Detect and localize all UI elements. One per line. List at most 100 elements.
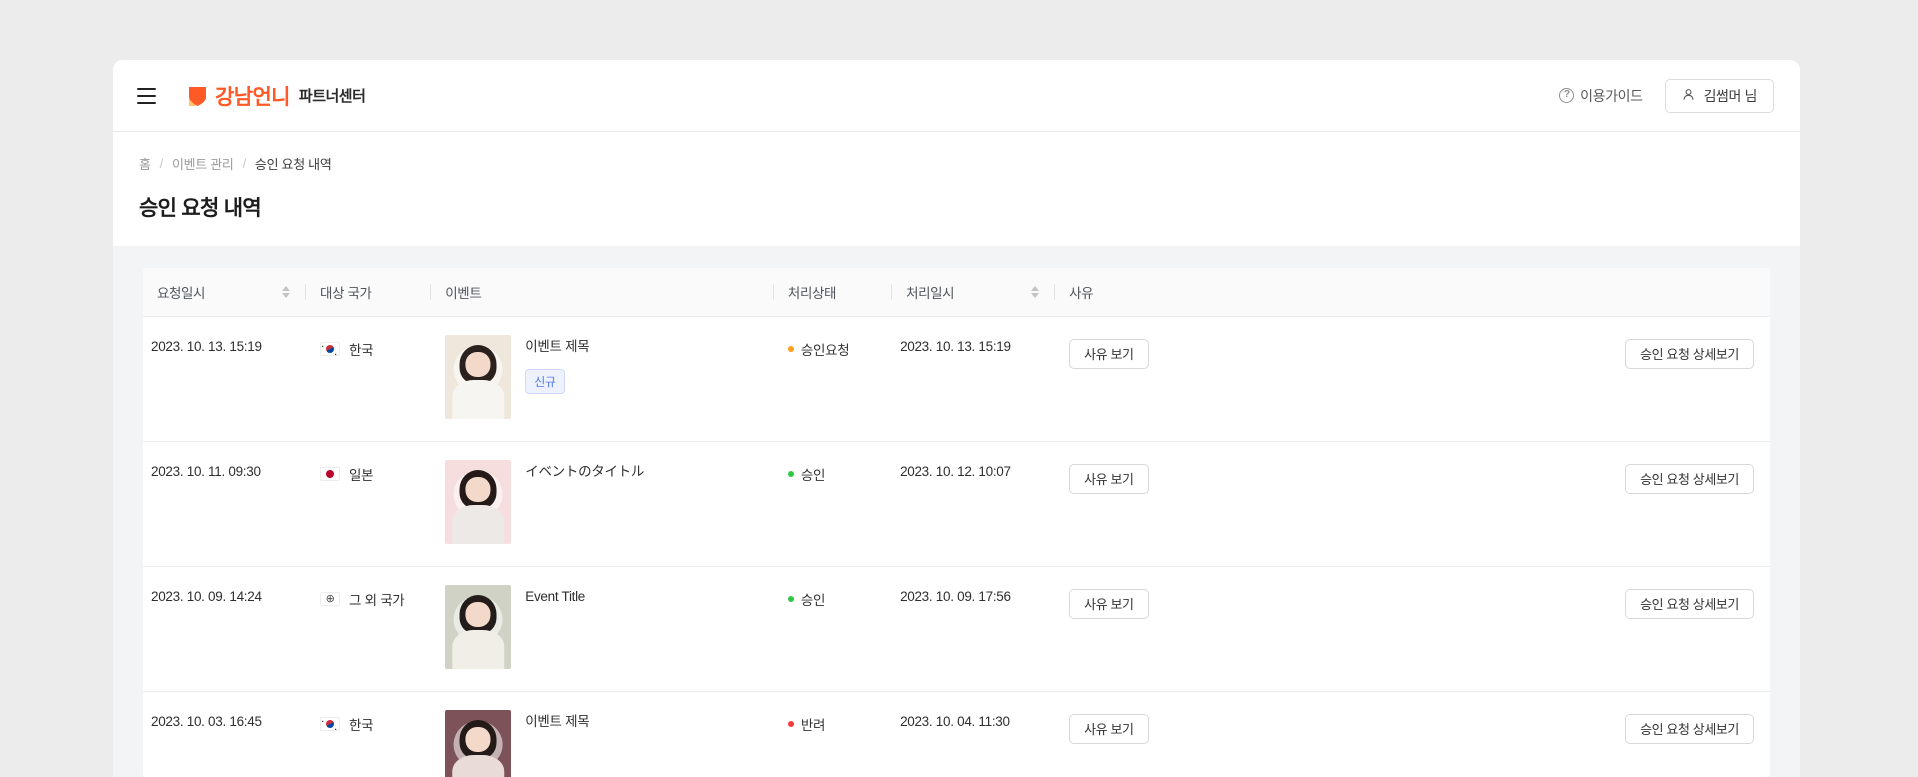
cell-status: 승인 <box>773 441 893 567</box>
top-navigation-bar: 강남언니 파트너센터 ? 이용가이드 김썸머 님 <box>113 60 1800 132</box>
sort-processed-at-icon[interactable] <box>1031 285 1040 298</box>
table-body: 2023. 10. 13. 15:19 한국 이벤트 제목 신규 승인요청 2023. 1… <box>143 316 1770 777</box>
event-title: イベントのタイトル <box>525 463 645 479</box>
view-approval-detail-button[interactable]: 승인 요청 상세보기 <box>1625 463 1754 494</box>
column-label: 이벤트 <box>445 285 482 301</box>
column-header-requested-at: 요청일시 <box>143 268 307 317</box>
gangnamunni-logo-icon <box>187 85 208 107</box>
cell-status: 승인 <box>773 566 893 692</box>
user-account-button[interactable]: 김썸머 님 <box>1664 78 1774 113</box>
country-label: 그 외 국가 <box>349 592 405 608</box>
event-thumbnail[interactable] <box>445 709 512 777</box>
cell-requested-at: 2023. 10. 13. 15:19 <box>143 316 307 442</box>
column-header-processed-at: 처리일시 <box>892 268 1056 317</box>
hamburger-menu-icon[interactable] <box>127 77 165 115</box>
table-row: 2023. 10. 03. 16:45 한국 이벤트 제목 반려 2023. 10. 0… <box>143 691 1770 777</box>
column-label: 요청일시 <box>157 285 206 301</box>
column-header-status: 처리상태 <box>773 268 893 317</box>
cell-actions: 승인 요청 상세보기 <box>1563 566 1770 692</box>
event-thumbnail[interactable] <box>445 334 512 419</box>
approval-requests-table: 요청일시 대상 국가 이벤트 <box>143 268 1770 777</box>
column-header-reason: 사유 <box>1055 268 1564 317</box>
view-reason-button[interactable]: 사유 보기 <box>1069 713 1149 744</box>
table-header: 요청일시 대상 국가 이벤트 <box>143 268 1770 317</box>
page-title: 승인 요청 내역 <box>139 197 262 220</box>
table-row: 2023. 10. 11. 09:30 일본 イベントのタイトル 승인 2023. 10… <box>143 441 1770 567</box>
person-icon <box>1682 88 1695 104</box>
column-divider <box>1054 284 1056 300</box>
user-name-label: 김썸머 님 <box>1703 87 1758 104</box>
event-thumbnail[interactable] <box>445 584 512 669</box>
event-title: Event Title <box>525 588 586 604</box>
cell-processed-at: 2023. 10. 04. 11:30 <box>892 691 1056 777</box>
cell-requested-at: 2023. 10. 03. 16:45 <box>143 691 307 777</box>
column-divider <box>772 284 774 300</box>
event-title: 이벤트 제목 <box>525 713 590 729</box>
event-title: 이벤트 제목 <box>525 338 590 354</box>
content-area: 요청일시 대상 국가 이벤트 <box>113 246 1800 777</box>
table-row: 2023. 10. 09. 14:24 ⊕ 그 외 국가 Event Title 승인 2… <box>143 566 1770 692</box>
status-label: 승인 <box>800 592 826 608</box>
column-header-actions <box>1563 268 1770 317</box>
cell-reason: 사유 보기 <box>1055 691 1564 777</box>
page-header: 홈 / 이벤트 관리 / 승인 요청 내역 승인 요청 내역 <box>113 132 1800 246</box>
cell-country: ⊕ 그 외 국가 <box>306 566 432 692</box>
sort-requested-at-icon[interactable] <box>282 285 291 298</box>
breadcrumb-item-event-management[interactable]: 이벤트 관리 <box>171 157 234 172</box>
event-thumbnail[interactable] <box>445 459 512 544</box>
cell-reason: 사유 보기 <box>1055 316 1564 442</box>
flag-jp-icon <box>320 466 341 481</box>
status-dot-icon <box>787 345 794 352</box>
view-reason-button[interactable]: 사유 보기 <box>1069 338 1149 369</box>
view-approval-detail-button[interactable]: 승인 요청 상세보기 <box>1625 588 1754 619</box>
cell-actions: 승인 요청 상세보기 <box>1563 441 1770 567</box>
column-header-country: 대상 국가 <box>306 268 432 317</box>
brand-subtitle: 파트너센터 <box>298 88 366 105</box>
cell-country: 일본 <box>306 441 432 567</box>
usage-guide-label: 이용가이드 <box>1580 87 1643 104</box>
view-approval-detail-button[interactable]: 승인 요청 상세보기 <box>1625 338 1754 369</box>
country-label: 일본 <box>349 467 374 483</box>
cell-requested-at: 2023. 10. 09. 14:24 <box>143 566 307 692</box>
column-label: 처리일시 <box>906 285 955 301</box>
column-label: 대상 국가 <box>320 285 372 301</box>
view-reason-button[interactable]: 사유 보기 <box>1069 463 1149 494</box>
status-dot-icon <box>787 595 794 602</box>
breadcrumb-item-current: 승인 요청 내역 <box>254 157 332 172</box>
status-label: 승인 <box>800 467 826 483</box>
globe-icon: ⊕ <box>320 591 341 606</box>
cell-processed-at: 2023. 10. 13. 15:19 <box>892 316 1056 442</box>
cell-status: 승인요청 <box>773 316 893 442</box>
topbar-actions: ? 이용가이드 김썸머 님 <box>1559 78 1774 113</box>
view-reason-button[interactable]: 사유 보기 <box>1069 588 1149 619</box>
breadcrumb-item-home[interactable]: 홈 <box>139 157 151 172</box>
cell-actions: 승인 요청 상세보기 <box>1563 316 1770 442</box>
breadcrumb-separator: / <box>242 156 247 171</box>
cell-status: 반려 <box>773 691 893 777</box>
column-divider <box>891 284 893 300</box>
column-label: 사유 <box>1069 285 1094 301</box>
status-label: 승인요청 <box>800 342 850 358</box>
cell-processed-at: 2023. 10. 09. 17:56 <box>892 566 1056 692</box>
column-label: 처리상태 <box>787 285 837 301</box>
cell-reason: 사유 보기 <box>1055 441 1564 567</box>
column-header-event: 이벤트 <box>431 268 774 317</box>
new-badge: 신규 <box>525 368 565 394</box>
question-circle-icon: ? <box>1559 88 1575 103</box>
status-dot-icon <box>787 470 794 477</box>
approval-requests-table-card: 요청일시 대상 국가 이벤트 <box>143 268 1770 777</box>
cell-country: 한국 <box>306 316 432 442</box>
flag-kr-icon <box>320 716 341 731</box>
column-divider <box>430 284 432 300</box>
cell-reason: 사유 보기 <box>1055 566 1564 692</box>
view-approval-detail-button[interactable]: 승인 요청 상세보기 <box>1625 713 1754 744</box>
cell-processed-at: 2023. 10. 12. 10:07 <box>892 441 1056 567</box>
cell-requested-at: 2023. 10. 11. 09:30 <box>143 441 307 567</box>
cell-event: 이벤트 제목 <box>431 691 774 777</box>
brand-logo[interactable]: 강남언니 파트너센터 <box>187 81 366 111</box>
table-row: 2023. 10. 13. 15:19 한국 이벤트 제목 신규 승인요청 2023. 1… <box>143 316 1770 442</box>
cell-event: Event Title <box>431 566 774 692</box>
brand-name: 강남언니 <box>215 85 290 109</box>
usage-guide-link[interactable]: ? 이용가이드 <box>1559 86 1643 106</box>
